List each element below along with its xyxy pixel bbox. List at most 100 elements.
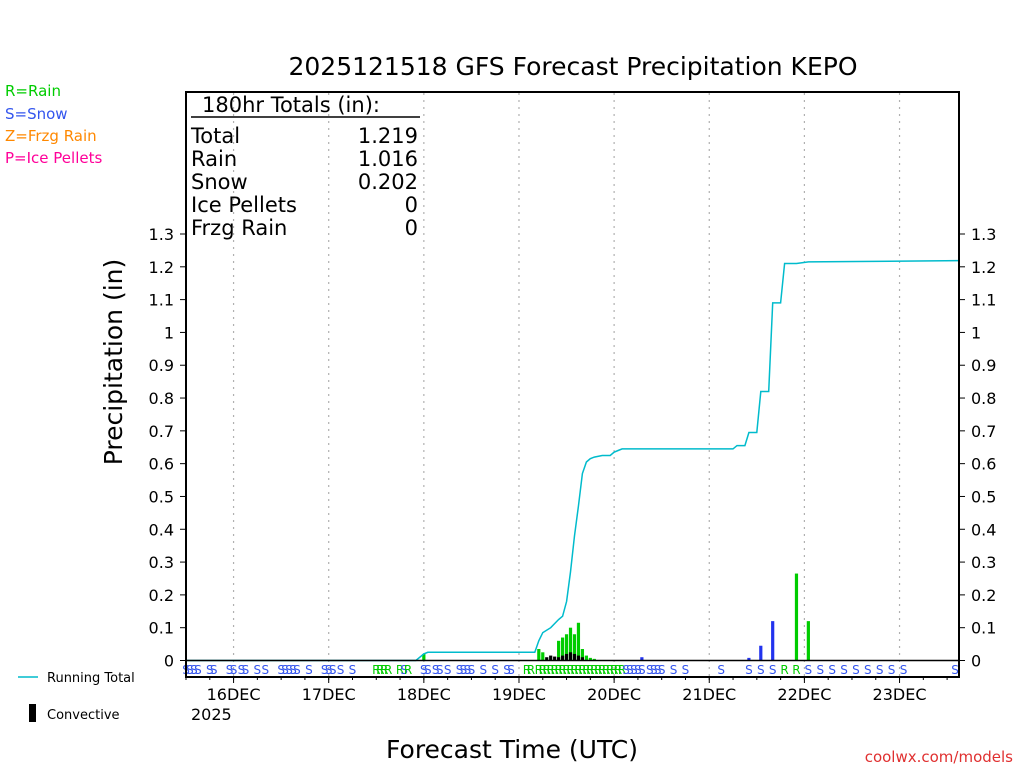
- precip-type-marker: S: [325, 663, 333, 677]
- precip-type-marker: R: [543, 663, 551, 677]
- precip-type-marker: S: [436, 663, 444, 677]
- precip-type-marker: S: [432, 663, 440, 677]
- precip-type-marker: R: [539, 663, 547, 677]
- precip-type-marker: S: [638, 663, 646, 677]
- precip-type-marker: R: [570, 663, 578, 677]
- precip-type-marker: S: [206, 663, 214, 677]
- precip-type-marker: S: [190, 663, 198, 677]
- y-tick-label-left: 0.5: [149, 487, 174, 506]
- precip-type-marker: S: [745, 663, 753, 677]
- x-tick-label: 18DEC: [397, 685, 451, 704]
- precip-type-marker: S: [400, 663, 408, 677]
- rain-bar: [588, 657, 592, 661]
- y-tick-label-right: 0.4: [971, 520, 996, 539]
- totals-label-ice-pellets: Ice Pellets: [191, 193, 297, 217]
- precip-type-marker: R: [380, 663, 388, 677]
- precip-type-marker: S: [646, 663, 654, 677]
- precip-type-marker: R: [376, 663, 384, 677]
- precip-type-marker: R: [523, 663, 531, 677]
- y-tick-label-left: 1: [164, 323, 174, 342]
- precip-type-marker: R: [606, 663, 614, 677]
- precip-type-marker: S: [261, 663, 269, 677]
- precip-type-marker: S: [876, 663, 884, 677]
- precip-type-marker: R: [590, 663, 598, 677]
- rain-bar: [537, 649, 541, 661]
- precip-type-marker: S: [424, 663, 432, 677]
- snow-bar: [747, 657, 751, 661]
- rain-bar: [592, 658, 596, 661]
- precip-type-marker: S: [321, 663, 329, 677]
- snow-bar: [759, 645, 763, 661]
- convective-bar: [572, 653, 577, 661]
- y-tick-label-left: 0.3: [149, 553, 174, 572]
- convective-bar: [549, 655, 553, 661]
- totals-label-freezing-rain: Frzg Rain: [191, 216, 287, 240]
- precip-type-marker: S: [622, 663, 630, 677]
- totals-box: 180hr Totals (in): Total 1.219 Rain 1.01…: [190, 93, 420, 240]
- y-tick-label-right: 1.2: [971, 258, 996, 277]
- legend-ice-pellets: P=Ice Pellets: [5, 149, 102, 167]
- precip-type-marker: S: [464, 663, 472, 677]
- plot-frame: [185, 91, 960, 678]
- convective-bar: [580, 657, 585, 661]
- y-tick-label-left: 0.8: [149, 389, 174, 408]
- x-tick-label: 17DEC: [302, 685, 356, 704]
- legend-rain: R=Rain: [5, 82, 61, 100]
- precip-type-marker: S: [254, 663, 262, 677]
- precip-type-marker: S: [670, 663, 678, 677]
- bar-series: [422, 573, 810, 661]
- totals-value-snow: 0.202: [358, 170, 418, 194]
- precip-type-marker: R: [594, 663, 602, 677]
- convective-bar: [560, 655, 565, 661]
- y-tick-label-left: 0.6: [149, 455, 174, 474]
- precip-type-marker: S: [634, 663, 642, 677]
- precip-type-marker: S: [305, 663, 313, 677]
- convective-bar: [564, 653, 569, 661]
- precip-type-marker: R: [586, 663, 594, 677]
- rain-bar: [560, 637, 565, 661]
- running-total-line: [186, 259, 960, 662]
- precip-type-marker: S: [456, 663, 464, 677]
- precip-type-marker: S: [650, 663, 658, 677]
- convective-legend-swatch: [29, 704, 36, 722]
- axes: 16DEC 17DEC 18DEC 19DEC 20DEC 21DEC 22DEC 23DEC…: [149, 225, 997, 704]
- precip-type-marker: S: [289, 663, 297, 677]
- y-tick-label-left: 0: [164, 652, 174, 671]
- precip-type-marker: S: [717, 663, 725, 677]
- year-label: 2025: [191, 705, 232, 724]
- running-total-legend: Running Total: [47, 671, 135, 686]
- precip-type-marker: R: [396, 663, 404, 677]
- precip-type-marker: S: [293, 663, 301, 677]
- precip-type-marker: S: [329, 663, 337, 677]
- convective-bar: [545, 657, 549, 661]
- y-tick-label-right: 0.3: [971, 553, 996, 572]
- precip-type-marker: S: [186, 663, 194, 677]
- y-tick-label-right: 0.6: [971, 455, 996, 474]
- rain-bar: [572, 634, 577, 661]
- rain-bar: [806, 621, 810, 661]
- precip-type-marker: S: [805, 663, 813, 677]
- precip-type-marker: S: [852, 663, 860, 677]
- precip-type-marker: S: [757, 663, 765, 677]
- gridlines: [232, 93, 901, 676]
- x-tick-label: 22DEC: [777, 685, 831, 704]
- precip-type-marker: R: [602, 663, 610, 677]
- precip-type-marker: S: [277, 663, 285, 677]
- precip-type-marker: S: [349, 663, 357, 677]
- precip-type-marker: S: [238, 663, 246, 677]
- chart-title: 2025121518 GFS Forecast Precipitation KE…: [288, 52, 857, 81]
- convective-bar: [576, 655, 581, 661]
- precip-type-marker: S: [460, 663, 468, 677]
- y-tick-label-left: 0.1: [149, 619, 174, 638]
- credit-text: coolwx.com/models: [865, 748, 1013, 766]
- precip-type-marker: R: [582, 663, 590, 677]
- convective-bar: [568, 652, 573, 661]
- y-tick-label-right: 1: [971, 323, 981, 342]
- precip-type-marker: S: [630, 663, 638, 677]
- y-tick-label-right: 0.9: [971, 356, 996, 375]
- precip-type-marker: S: [468, 663, 476, 677]
- precip-type-marker: R: [610, 663, 618, 677]
- x-tick-label: 23DEC: [873, 685, 927, 704]
- precip-type-marker: R: [535, 663, 543, 677]
